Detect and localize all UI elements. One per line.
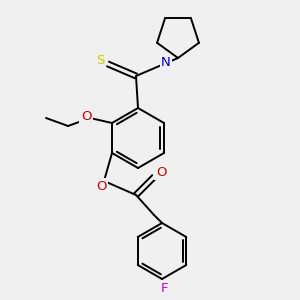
Text: O: O <box>96 179 106 193</box>
Text: O: O <box>81 110 91 124</box>
Text: F: F <box>160 281 168 295</box>
Text: N: N <box>161 56 171 70</box>
Text: S: S <box>96 55 104 68</box>
Text: O: O <box>156 166 166 178</box>
